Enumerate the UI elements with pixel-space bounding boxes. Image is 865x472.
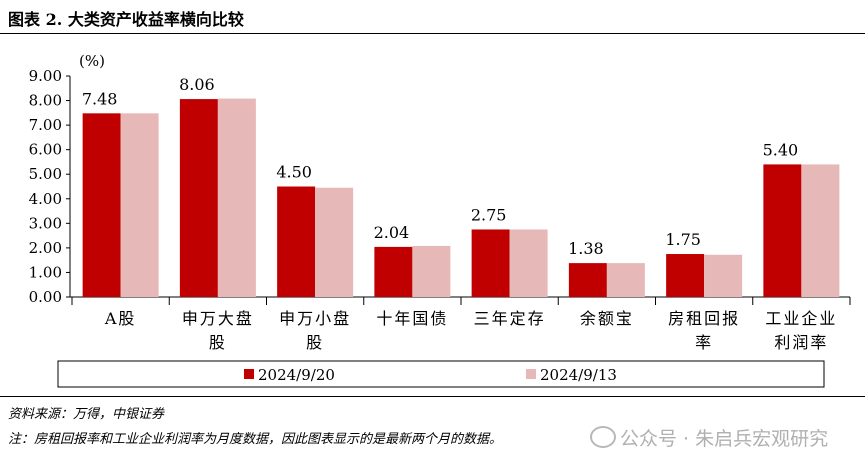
data-label: 2.04	[374, 223, 410, 242]
y-tick-label: 5.00	[29, 165, 62, 183]
data-label: 1.38	[568, 239, 604, 258]
x-tick-label: 工业企业	[765, 309, 837, 328]
bar	[801, 164, 840, 297]
x-tick-label: 申万小盘	[279, 309, 351, 328]
x-tick-label: 率	[695, 333, 713, 352]
chart-title: 图表 2. 大类资产收益率横向比较	[8, 10, 244, 29]
data-label: 1.75	[665, 230, 701, 249]
chart-legend: 2024/9/20 2024/9/13	[57, 360, 825, 388]
data-label: 5.40	[763, 140, 799, 159]
data-label: 7.48	[82, 89, 118, 108]
bar	[82, 113, 121, 297]
y-tick-label: 8.00	[29, 92, 62, 110]
x-tick-label: 房租回报	[668, 309, 740, 328]
data-label: 8.06	[179, 75, 215, 94]
watermark-text: 公众号 · 朱启兵宏观研究	[620, 428, 829, 450]
bar	[509, 229, 548, 297]
legend-swatch	[244, 369, 254, 379]
bar	[277, 186, 316, 297]
bar-chart: 0.00 1.00 2.00 3.00 4.00 5.00 6.00 7.00 8.00 9.00…	[29, 52, 851, 388]
y-tick-label: 3.00	[29, 214, 62, 232]
y-tick-label: 0.00	[29, 288, 62, 306]
bar	[412, 245, 451, 297]
bar	[704, 254, 743, 297]
legend-swatch	[526, 369, 536, 379]
source-note: 资料来源：万得，中银证券	[8, 407, 165, 422]
footer-divider	[0, 396, 865, 397]
data-label: 4.50	[276, 163, 312, 182]
bar	[606, 263, 645, 297]
bar	[568, 263, 607, 297]
y-tick-label: 1.00	[29, 263, 62, 281]
y-tick-label: 9.00	[29, 67, 62, 85]
x-tick-label: A股	[104, 309, 137, 328]
x-tick-label: 申万大盘	[182, 309, 254, 328]
bar	[763, 164, 802, 297]
data-label: 2.75	[471, 205, 507, 224]
title-divider	[0, 33, 865, 34]
watermark: 公众号 · 朱启兵宏观研究	[590, 424, 828, 451]
x-tick-label: 利润率	[774, 333, 828, 352]
y-axis-label: (%)	[79, 52, 105, 70]
bar	[666, 254, 705, 297]
bar	[374, 246, 413, 297]
legend-label: 2024/9/13	[540, 366, 617, 384]
bar	[179, 99, 218, 298]
x-tick-label: 十年国债	[376, 309, 448, 328]
footnote: 注：房租回报率和工业企业利润率为月度数据，因此图表显示的是最新两个月的数据。	[8, 432, 503, 447]
bar	[315, 187, 354, 297]
bar	[120, 113, 159, 297]
x-tick-label: 股	[209, 333, 227, 352]
chart-labels: 7.48 8.06 4.50 2.04 2.75 1.38 1.75 5.40	[82, 75, 798, 258]
x-tick-label: 余额宝	[580, 309, 634, 328]
chart-bars	[82, 98, 840, 298]
legend-label: 2024/9/20	[258, 366, 335, 384]
x-tick-label: 股	[306, 333, 324, 352]
bar	[471, 229, 510, 297]
wechat-icon	[590, 426, 616, 448]
y-tick-label: 7.00	[29, 116, 62, 134]
y-tick-label: 2.00	[29, 239, 62, 257]
bar	[217, 98, 256, 297]
y-tick-label: 4.00	[29, 190, 62, 208]
x-tick-label: 三年定存	[474, 309, 546, 328]
y-tick-label: 6.00	[29, 141, 62, 159]
chart-axes: 0.00 1.00 2.00 3.00 4.00 5.00 6.00 7.00 8.00 9.00…	[29, 52, 851, 352]
legend-box	[57, 360, 825, 388]
